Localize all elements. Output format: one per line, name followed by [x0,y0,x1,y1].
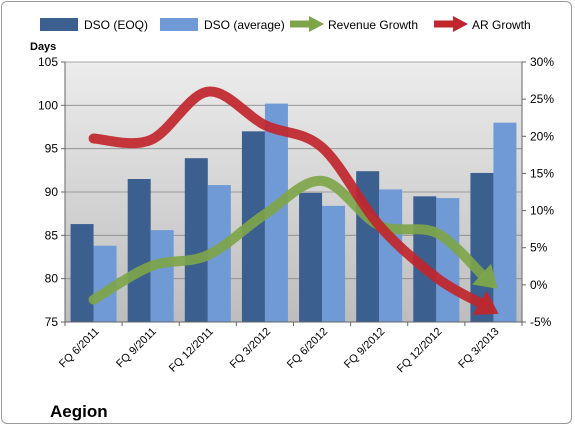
bar-dso-average [379,189,403,322]
x-tick-label: FQ 9/2011 [114,326,159,371]
legend-swatch-dso-eoq [40,18,78,31]
y2-axis-ticks: -5% 0% 5% 10% 15% 20% 25% 30% [522,55,554,329]
x-tick-label: FQ 6/2011 [57,326,102,371]
bar-dso-average [493,122,517,323]
bar-dso-average [150,230,174,322]
legend-label-dso-average: DSO (average) [204,18,285,32]
y-tick-label: 75 [45,315,59,329]
y2-tick-label: 30% [530,55,554,69]
bar-dso-average [264,103,288,322]
y-axis-ticks: 75 80 85 90 95 100 105 [38,55,65,329]
y2-tick-label: 10% [530,204,554,218]
bars [70,103,517,323]
y2-tick-label: 15% [530,166,554,180]
y-axis-title: Days [30,41,56,53]
x-tick-label: FQ 12/2012 [395,326,445,376]
bar-dso-average [436,198,460,322]
line-ar-growth [88,86,485,308]
y2-tick-label: 20% [530,129,554,143]
y-tick-label: 100 [38,98,58,112]
y-tick-label: 85 [45,228,59,242]
bar-dso-average [322,205,346,322]
bar-dso-eoq [127,179,151,322]
y-tick-label: 105 [38,55,58,69]
x-tick-label: FQ 6/2012 [285,326,330,371]
y2-tick-label: 25% [530,92,554,106]
line-revenue-growth [88,175,487,305]
y-tick-label: 90 [45,185,59,199]
bar-dso-eoq [70,224,94,322]
legend-label-dso-eoq: DSO (EOQ) [84,18,148,32]
x-tick-label: FQ 3/2013 [456,326,501,371]
legend: DSO (EOQ) DSO (average) Revenue Growth A… [40,16,531,32]
legend-swatch-ar-growth [434,16,468,32]
arrowhead-ar-growth [472,290,499,315]
legend-swatch-dso-average [160,18,198,31]
x-tick-label: FQ 12/2011 [167,326,216,375]
y2-tick-label: 5% [530,241,548,255]
y-tick-label: 80 [45,272,59,286]
y-tick-label: 95 [45,142,59,156]
y2-tick-label: -5% [530,315,552,329]
bar-dso-average [93,245,117,322]
y2-tick-label: 0% [530,278,548,292]
bar-dso-eoq [184,158,208,322]
arrowhead-revenue-growth [472,263,498,289]
legend-label-ar-growth: AR Growth [472,18,531,32]
growth-lines [88,86,499,315]
x-tick-label: FQ 3/2012 [228,326,273,371]
legend-swatch-revenue-growth [290,16,324,32]
x-tick-label: FQ 9/2012 [342,326,387,371]
x-axis-ticks: FQ 6/2011 FQ 9/2011 FQ 12/2011 FQ 3/2012 FQ … [57,322,523,376]
legend-label-revenue-growth: Revenue Growth [328,18,418,32]
bar-dso-eoq [299,192,323,322]
company-name: Aegion [50,402,108,421]
